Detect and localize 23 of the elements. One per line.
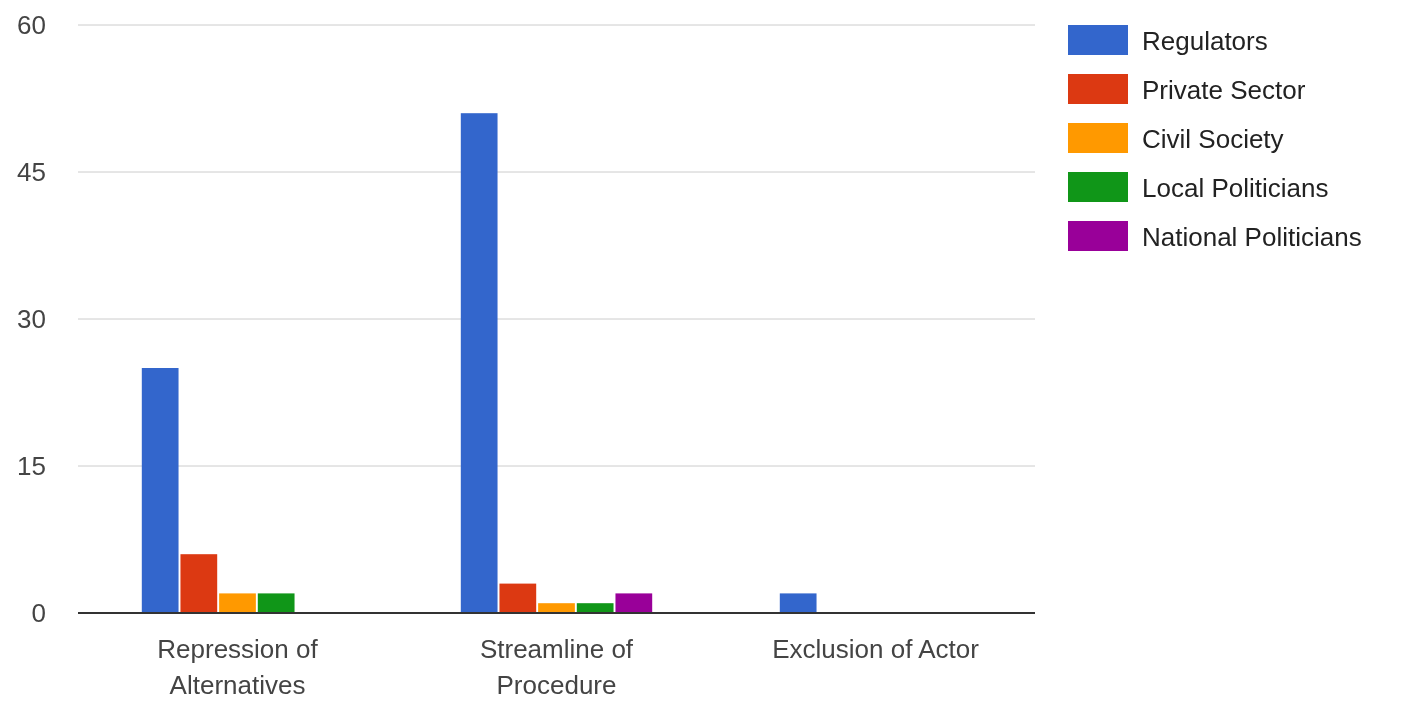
bar [460,113,498,613]
y-tick-label: 0 [31,597,46,628]
x-tick-label: Exclusion of Actor [772,634,980,664]
bar [779,593,817,613]
bar [219,593,256,613]
bar [180,554,218,613]
y-tick-label: 45 [17,156,46,187]
legend-label: Civil Society [1142,124,1284,154]
bar [257,593,295,613]
x-tick-label: Repression of Alternatives [157,634,319,700]
legend-label: Private Sector [1142,75,1306,105]
legend-label: Regulators [1142,26,1268,56]
bar [499,583,537,613]
y-tick-label: 60 [17,9,46,40]
x-tick-label: Streamline of Procedure [479,634,634,700]
bar [615,593,653,613]
bar [538,603,575,613]
bar [141,368,179,613]
y-tick-label: 15 [17,450,46,481]
y-tick-label: 30 [17,303,46,334]
legend-label: National Politicians [1142,222,1362,252]
bar [576,603,614,613]
legend-label: Local Politicians [1142,173,1329,203]
